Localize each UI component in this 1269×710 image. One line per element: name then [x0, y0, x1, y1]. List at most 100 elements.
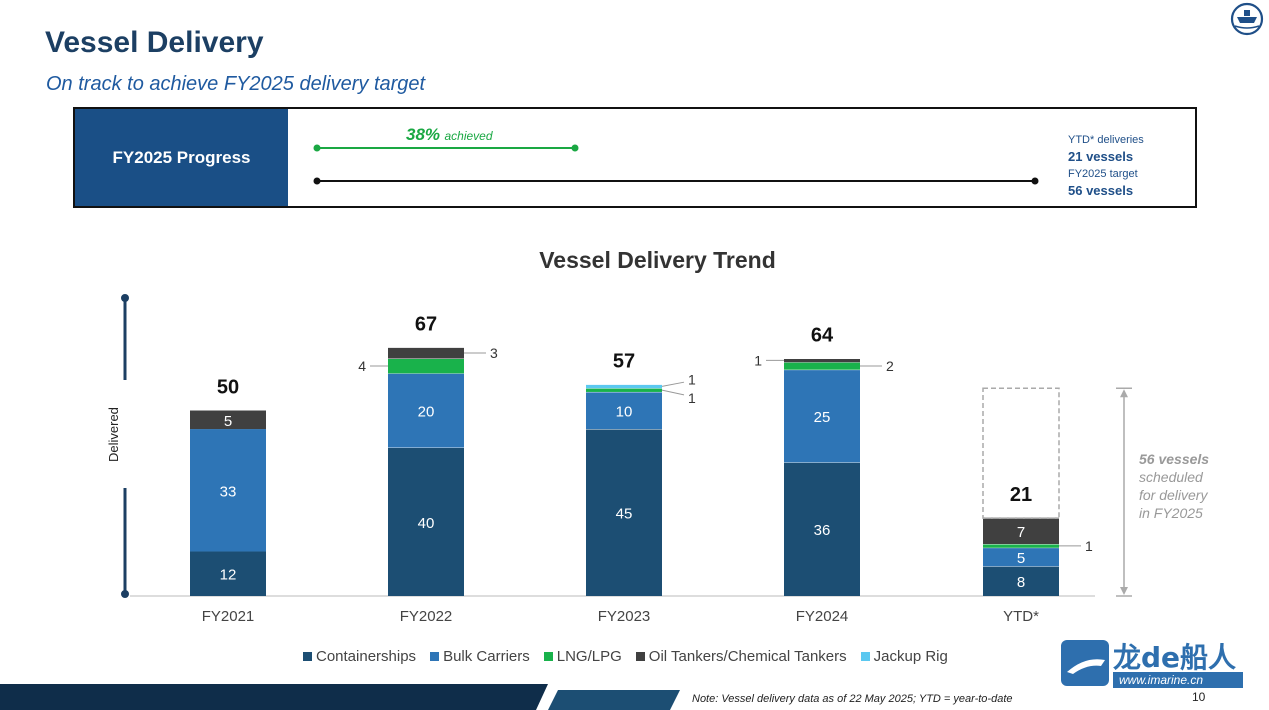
progress-panel: FY2025 Progress 38% achieved YTD* delive…	[73, 107, 1197, 208]
data-label: 2	[886, 358, 894, 374]
total-label: 57	[613, 351, 635, 373]
progress-percent: 38% achieved	[406, 125, 493, 145]
target-start-dot	[313, 177, 321, 185]
achieved-start-dot	[313, 144, 321, 152]
data-label: 7	[1017, 524, 1025, 541]
label-leader	[661, 381, 685, 387]
data-label: 1	[1085, 538, 1093, 554]
data-label: 5	[1017, 550, 1025, 567]
bar-YTD-oil-tankers-chemical-tankers	[983, 518, 1059, 545]
progress-percent-value: 38%	[406, 125, 441, 144]
bar-YTD-containerships	[983, 566, 1059, 596]
chart-legend: Containerships Bulk Carriers LNG/LPG Oil Ta…	[303, 648, 948, 665]
annotation-line3: for delivery	[1139, 487, 1208, 503]
x-tick-label: FY2022	[400, 608, 453, 625]
legend-swatch	[860, 652, 870, 661]
data-label: 10	[616, 404, 633, 421]
data-label: 4	[358, 358, 366, 374]
bar-FY2022-lng-lpg	[388, 358, 464, 374]
bar-FY2021-bulk-carriers	[190, 429, 266, 552]
bar-FY2023-bulk-carriers	[586, 391, 662, 430]
x-tick-label: YTD*	[1003, 608, 1039, 625]
footer-bar	[0, 684, 680, 710]
data-label: 33	[220, 483, 237, 500]
label-leader	[661, 389, 685, 396]
y-axis-dot-bottom	[121, 590, 129, 598]
data-label: 1	[688, 371, 696, 387]
legend-label: LNG/LPG	[556, 648, 622, 665]
ytd-label: YTD* deliveries	[1068, 134, 1144, 146]
data-label: 25	[814, 409, 831, 426]
progress-percent-text: achieved	[444, 129, 493, 143]
legend-item: LNG/LPG	[543, 648, 622, 665]
target-arrow-head-bottom	[1120, 587, 1128, 595]
data-label: 20	[418, 404, 435, 421]
legend-swatch	[635, 652, 645, 661]
svg-text:龙de船人: 龙de船人	[1113, 641, 1236, 674]
total-label: 67	[415, 313, 437, 335]
legend-swatch	[430, 652, 440, 661]
bar-FY2023-jackup-rig	[586, 384, 662, 389]
bar-FY2021-containerships	[190, 551, 266, 596]
data-label: 1	[754, 352, 762, 368]
bar-FY2022-containerships	[388, 447, 464, 596]
x-tick-label: FY2024	[796, 608, 849, 625]
data-label: 40	[418, 515, 435, 532]
legend-item: Oil Tankers/Chemical Tankers	[635, 648, 847, 665]
bar-YTD-bulk-carriers	[983, 547, 1059, 567]
achieved-end-dot	[571, 144, 579, 152]
progress-label: FY2025 Progress	[75, 109, 288, 206]
page-number: 10	[1192, 690, 1206, 704]
bar-FY2024-lng-lpg	[784, 362, 860, 370]
company-logo-icon	[1230, 2, 1264, 36]
bar-FY2024-containerships	[784, 462, 860, 596]
x-tick-label: FY2023	[598, 608, 651, 625]
legend-label: Containerships	[316, 648, 417, 665]
watermark-logo: 龙de船人 www.imarine.cn	[1061, 640, 1243, 688]
stacked-bar-chart: 1233550FY202140204367FY202245101157FY202…	[121, 294, 1132, 625]
page-subtitle: On track to achieve FY2025 delivery targ…	[46, 73, 426, 95]
y-axis-label: Delivered Vessels	[106, 404, 121, 462]
total-label: 21	[1010, 484, 1032, 506]
data-label: 8	[1017, 574, 1025, 591]
legend-label: Oil Tankers/Chemical Tankers	[648, 648, 847, 665]
bar-FY2022-oil-tankers-chemical-tankers	[388, 347, 464, 359]
bar-FY2023-lng-lpg	[586, 388, 662, 392]
legend-item: Bulk Carriers	[430, 648, 530, 665]
progress-track	[313, 144, 1039, 185]
total-label: 64	[811, 325, 834, 347]
bar-FY2024-bulk-carriers	[784, 369, 860, 463]
annotation-line4: in FY2025	[1139, 505, 1203, 521]
legend-swatch	[303, 652, 312, 661]
data-label: 3	[490, 345, 498, 361]
legend-item: Containerships	[303, 648, 416, 665]
annotation-line2: scheduled	[1139, 469, 1203, 485]
legend-label: Bulk Carriers	[443, 648, 530, 665]
total-label: 50	[217, 377, 239, 399]
svg-text:Delivered Vessels: Delivered Vessels	[106, 404, 121, 462]
data-label: 12	[220, 567, 237, 584]
legend-item: Jackup Rig	[860, 648, 948, 665]
target-value: 56 vessels	[1068, 183, 1134, 198]
y-axis-dot-top	[121, 294, 129, 302]
data-label: 45	[616, 506, 633, 523]
data-label: 1	[688, 390, 696, 406]
footer-note: Note: Vessel delivery data as of 22 May …	[692, 693, 1013, 705]
annotation-line1: 56 vessels	[1139, 451, 1210, 467]
target-end-dot	[1031, 177, 1039, 185]
bar-FY2023-containerships	[586, 429, 662, 596]
legend-label: Jackup Rig	[873, 648, 948, 665]
data-label: 5	[224, 413, 232, 430]
chart-title: Vessel Delivery Trend	[539, 247, 776, 273]
target-label: FY2025 target	[1068, 168, 1138, 180]
x-tick-label: FY2021	[202, 608, 255, 625]
bar-YTD-lng-lpg	[983, 544, 1059, 548]
page-title: Vessel Delivery	[45, 26, 264, 59]
bar-FY2024-oil-tankers-chemical-tankers	[784, 358, 860, 363]
legend-swatch	[543, 652, 553, 661]
ytd-value: 21 vessels	[1068, 149, 1134, 164]
bar-FY2022-bulk-carriers	[388, 373, 464, 448]
target-annotation: 56 vessels scheduled for delivery in FY2…	[1139, 450, 1209, 522]
bar-FY2021-oil-tankers-chemical-tankers	[190, 410, 266, 430]
target-box	[982, 387, 1060, 519]
